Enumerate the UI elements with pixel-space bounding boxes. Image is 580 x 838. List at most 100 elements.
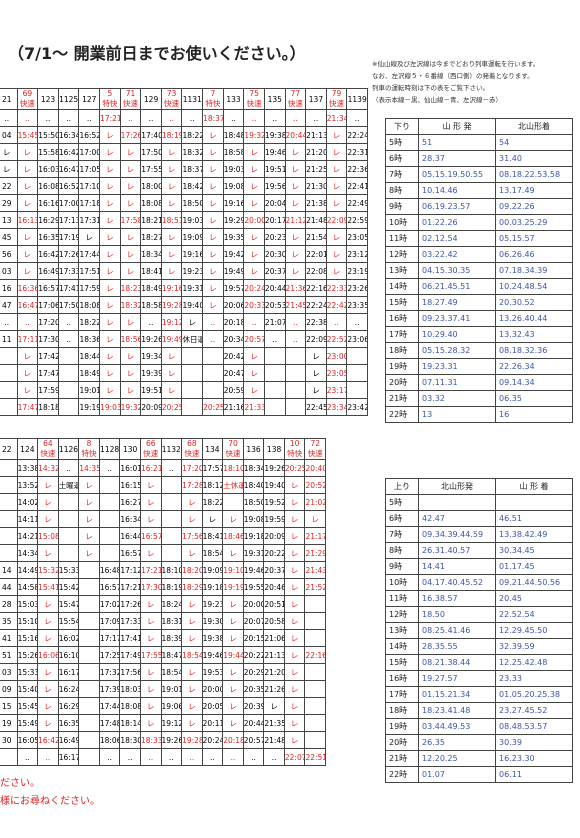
time-cell: 18:19 (160, 578, 183, 596)
time-cell: レ (99, 296, 121, 314)
time-row: 51 15:26 16:06 16:10 17:25 17:49 17:55 18:47 18:… (0, 646, 326, 664)
time-cell: レ (119, 381, 142, 399)
time-cell: レ (99, 228, 121, 246)
header-row: 22 124 64 快速 1126 8 特快 1128 130 66 快速 1132 68 快速 134 70… (0, 438, 326, 460)
minutes (495, 494, 573, 511)
train-number: 73 快速 (160, 88, 183, 110)
hour: 20時 (385, 374, 419, 391)
time-cell: 13 (0, 211, 18, 229)
time-cell (160, 476, 183, 494)
minutes: 13.32.43 (495, 326, 573, 343)
time-cell (304, 629, 326, 647)
train-number: 22 (0, 438, 18, 460)
time-cell (78, 646, 100, 664)
time-cell: 16:42 (37, 245, 59, 263)
train-no: 1126 (58, 444, 79, 454)
time-cell (304, 663, 326, 681)
time-cell: 18:08 (140, 194, 162, 212)
time-cell: 21:54 (305, 228, 327, 246)
time-cell: レ (160, 194, 183, 212)
time-cell: 16:35 (37, 228, 59, 246)
time-cell: レ (16, 228, 39, 246)
time-cell: レ (16, 177, 39, 195)
time-cell: 17:39 (98, 680, 121, 698)
minutes: 01.17.45 (495, 558, 573, 575)
time-cell: レ (222, 595, 244, 613)
time-cell: .. (16, 748, 39, 766)
hour: 18時 (385, 702, 419, 719)
time-cell: レ (160, 143, 183, 161)
minutes: 46.51 (495, 510, 573, 527)
minutes: 13 (418, 406, 496, 423)
minutes: 08.25.41.46 (418, 622, 496, 639)
time-cell: 18:34 (242, 459, 265, 477)
hour: 11時 (385, 230, 419, 247)
time-cell (346, 381, 368, 399)
time-cell: 17:56 (119, 663, 141, 681)
train-no: 70 (228, 439, 238, 449)
time-cell: 17:02 (98, 595, 121, 613)
time-cell: .. (222, 748, 244, 766)
time-cell: レ (305, 347, 327, 365)
time-cell: 16:36 (16, 279, 39, 297)
time-cell: レ (119, 313, 142, 331)
time-cell: レ (284, 194, 307, 212)
time-cell: 18:41 (140, 262, 162, 280)
time-row: 44 14:58 15:41 15:42 16:57 17:21 17:30 18:19 18:… (0, 578, 326, 596)
time-cell: 16:29 (37, 211, 59, 229)
time-cell: 16:42 (37, 731, 59, 749)
time-cell: 17:28 (181, 476, 203, 494)
time-cell: レ (325, 160, 348, 178)
time-cell: 21:35 (263, 714, 285, 732)
time-cell: 17:21 (119, 578, 141, 596)
minutes: 26.31.40.57 (418, 542, 496, 559)
time-cell: 22:41 (346, 177, 368, 195)
time-cell: レ (222, 680, 244, 698)
train-no: 7 (210, 89, 216, 99)
train-no: 1131 (182, 94, 202, 104)
time-cell: レ (305, 364, 327, 382)
time-cell: レ (202, 126, 224, 144)
down-table: 下り山 形 発北山形着 5時 51 54 6時 28.37 31.40 7時 05.15.19.… (385, 118, 573, 423)
time-cell: レ (119, 347, 142, 365)
time-cell: 16:17 (57, 748, 80, 766)
time-row: 22 レ 16:08 16:52 17:10 レレ 18:00 レ 18:42 レ 19:08 レ 19… (0, 177, 368, 195)
time-cell: .. (325, 313, 348, 331)
time-cell: 17:57 (201, 459, 224, 477)
time-cell: レ (139, 612, 162, 630)
time-cell: 19:03 (222, 160, 245, 178)
time-cell: 17:13 (57, 211, 80, 229)
footer-line: ださい。 (0, 778, 40, 789)
time-cell: 17:58 (119, 211, 142, 229)
train-number: 64 快速 (37, 438, 59, 460)
time-cell: レ (160, 381, 183, 399)
time-cell: レ (37, 493, 59, 511)
time-cell: .. (202, 330, 224, 348)
time-cell: 14:32 (37, 459, 59, 477)
time-cell: 16:42 (57, 143, 80, 161)
time-cell: レ (37, 612, 59, 630)
time-cell (98, 493, 121, 511)
time-cell: レ (202, 211, 224, 229)
time-cell: .. (160, 459, 183, 477)
time-cell: 20:47 (222, 364, 245, 382)
time-cell: 22:07 (283, 748, 306, 766)
time-cell: .. (201, 748, 224, 766)
hour-row: 15時 08.21.38.44 12.25.42.48 (385, 654, 573, 671)
minutes (418, 494, 496, 511)
time-cell (346, 364, 368, 382)
time-row: 03 レ 16:49 17:33 17:51 レレ 18:41 レ 19:23 レ 19:49 レ 20… (0, 262, 368, 280)
time-cell: 14:11 (16, 510, 39, 528)
title: （7/1～ 開業前日までお使いください。） (8, 44, 306, 63)
time-cell: 21:30 (305, 177, 327, 195)
time-row: 13:38 14:32.. 14:35.. 16:01 16:21.. 17:20 17:5… (0, 459, 326, 477)
hour-row: 21時 03.32 06.35 (385, 390, 573, 407)
time-cell: レ (283, 629, 306, 647)
time-row: レ 17:59 19:01 レレ 19:51 レ 20:59 レレ 23:17 (0, 381, 368, 399)
time-cell: 19:16 (181, 245, 204, 263)
time-cell (263, 381, 286, 399)
time-cell: レ (222, 544, 244, 562)
time-cell: 22:38 (305, 313, 327, 331)
train-kind: 快速 (122, 99, 138, 108)
